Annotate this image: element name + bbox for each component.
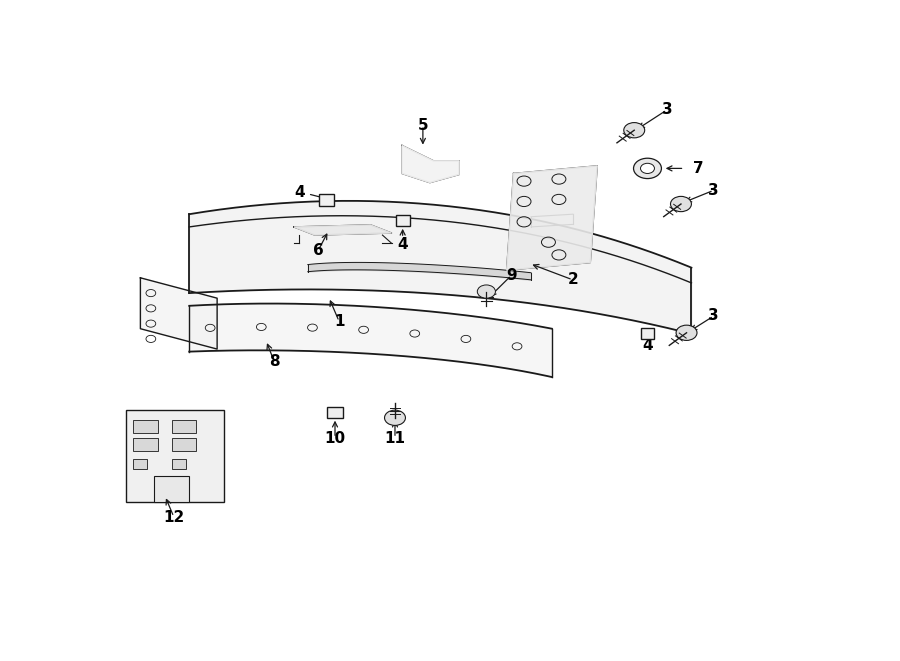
Text: 3: 3 [708, 183, 719, 198]
Circle shape [477, 285, 495, 298]
Bar [126, 410, 224, 502]
Text: 2: 2 [568, 272, 578, 288]
Circle shape [641, 163, 654, 173]
Text: 3: 3 [662, 102, 672, 118]
Text: 12: 12 [163, 510, 184, 525]
Text: 9: 9 [506, 268, 517, 283]
Circle shape [670, 196, 691, 212]
Circle shape [624, 122, 644, 138]
FancyBboxPatch shape [396, 215, 410, 227]
Text: 3: 3 [708, 309, 719, 323]
Circle shape [384, 410, 406, 426]
FancyBboxPatch shape [641, 329, 654, 339]
Text: 1: 1 [334, 314, 345, 329]
Bar [172, 459, 185, 469]
Polygon shape [140, 278, 217, 349]
Bar [172, 420, 196, 433]
Text: 11: 11 [384, 431, 406, 446]
Polygon shape [293, 225, 392, 235]
Text: 10: 10 [324, 431, 346, 446]
Bar [133, 459, 148, 469]
FancyBboxPatch shape [319, 194, 334, 206]
Text: 8: 8 [269, 354, 280, 369]
Text: 5: 5 [418, 118, 428, 133]
Text: 4: 4 [643, 338, 652, 352]
Polygon shape [507, 166, 598, 270]
Text: 4: 4 [294, 185, 305, 200]
FancyBboxPatch shape [327, 407, 344, 418]
Bar [133, 420, 158, 433]
Bar [172, 438, 196, 451]
Text: 4: 4 [397, 237, 408, 253]
Circle shape [676, 325, 697, 340]
Text: 7: 7 [693, 161, 704, 176]
Text: 6: 6 [313, 243, 324, 258]
Polygon shape [402, 145, 459, 182]
Bar [133, 438, 158, 451]
Bar [155, 477, 189, 502]
Circle shape [634, 158, 661, 178]
